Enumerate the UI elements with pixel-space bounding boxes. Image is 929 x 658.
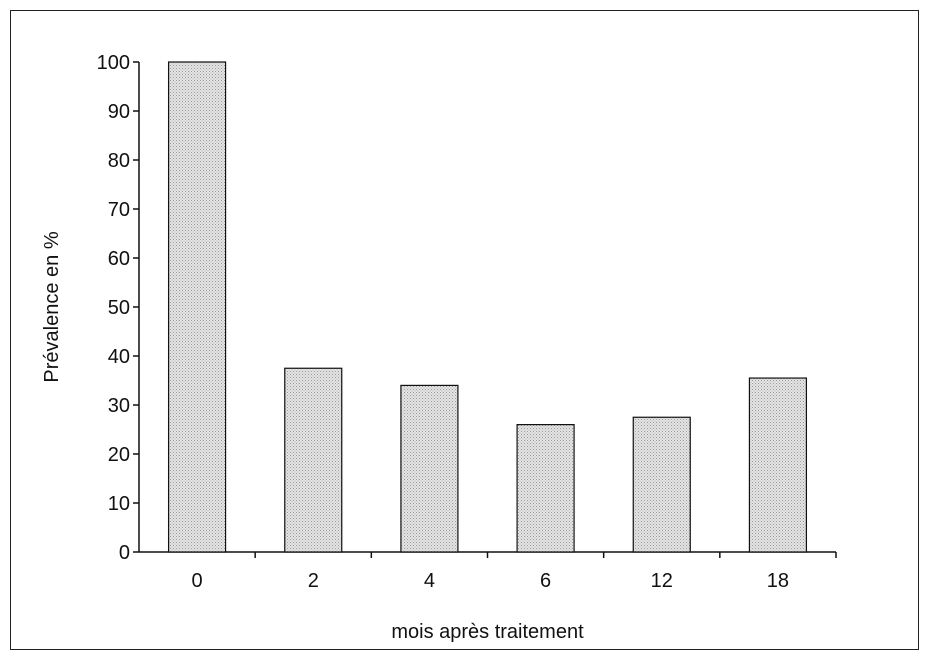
x-tick-label: 6 [540,570,551,592]
y-axis-title: Prévalence en % [41,231,63,382]
bar-2 [285,368,342,552]
y-axis: 0 10 20 30 40 50 60 70 80 90 100 [97,52,139,564]
y-tick-label: 40 [108,346,130,368]
y-tick-label: 100 [97,52,130,74]
y-tick-label: 20 [108,444,130,466]
bar-12 [633,417,690,552]
bar-chart: 0 10 20 30 40 50 60 70 80 90 100 0 2 4 6 12 18 Prévalen… [11,11,918,649]
x-tick-label: 0 [192,570,203,592]
x-tick-label: 2 [308,570,319,592]
y-tick-label: 60 [108,248,130,270]
x-tick-label: 18 [767,570,789,592]
y-tick-label: 30 [108,395,130,417]
y-tick-label: 80 [108,150,130,172]
chart-frame: 0 10 20 30 40 50 60 70 80 90 100 0 2 4 6 12 18 Prévalen… [10,10,919,650]
bar-6 [517,425,574,552]
x-axis-title: mois après traitement [391,621,584,643]
y-tick-label: 10 [108,493,130,515]
bar-18 [749,378,806,552]
y-tick-label: 90 [108,101,130,123]
x-tick-label: 4 [424,570,435,592]
y-tick-label: 50 [108,297,130,319]
x-axis: 0 2 4 6 12 18 [139,552,836,592]
bar-4 [401,385,458,552]
x-tick-label: 12 [651,570,673,592]
bar-0 [169,62,226,552]
bars [169,62,807,552]
y-tick-label: 0 [119,542,130,564]
y-tick-label: 70 [108,199,130,221]
